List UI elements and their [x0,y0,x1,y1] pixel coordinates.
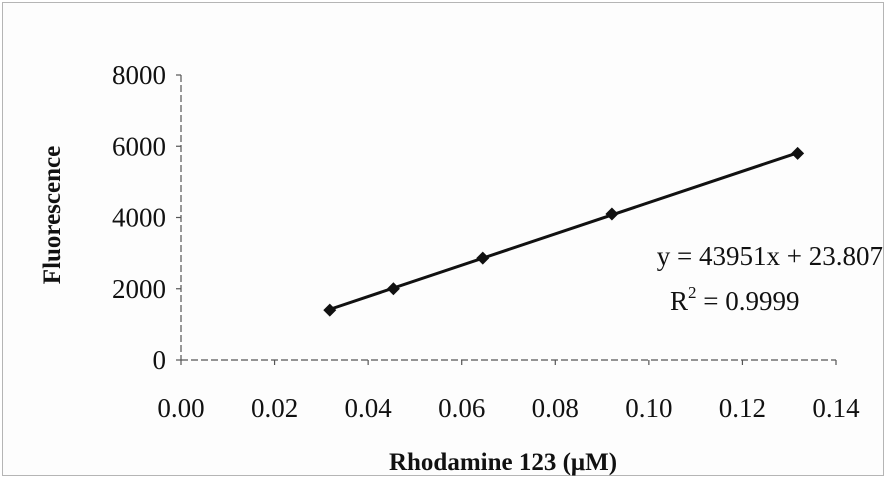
x-tick-label: 0.10 [625,393,672,423]
data-point-marker [386,282,400,296]
axes [180,75,836,361]
data-point-marker [791,146,805,160]
y-tick-label: 8000 [112,60,166,90]
r-squared-superscript: 2 [688,283,697,302]
r-squared-label: R2 = 0.9999 [670,283,800,316]
r-squared-prefix: R [670,286,688,316]
x-tick-label: 0.02 [251,393,298,423]
y-tick-label: 2000 [112,274,166,304]
y-axis-title: Fluorescence [39,146,66,284]
trendline-equation: y = 43951x + 23.807 [657,241,883,271]
x-axis-title: Rhodamine 123 (μM) [389,449,617,476]
x-tick-label: 0.00 [157,393,204,423]
data-point-marker [323,303,337,317]
x-tick-label: 0.04 [345,393,393,423]
data-point-marker [476,251,490,265]
trendline [329,151,799,311]
y-tick-label: 0 [153,345,167,375]
x-tick-label: 0.08 [532,393,579,423]
r-squared-value: = 0.9999 [697,286,800,316]
data-point-marker [605,207,619,221]
y-axis-ticks: 0 2000 4000 6000 8000 [112,60,181,375]
x-tick-label: 0.12 [719,393,766,423]
trendline-group [329,151,799,311]
data-points [323,146,805,317]
x-tick-label: 0.06 [438,393,485,423]
y-tick-label: 6000 [112,131,166,161]
x-axis-ticks: 0.00 0.02 0.04 0.06 0.08 0.10 0.12 0.14 [157,360,860,423]
x-tick-label: 0.14 [812,393,860,423]
y-tick-label: 4000 [112,203,166,233]
